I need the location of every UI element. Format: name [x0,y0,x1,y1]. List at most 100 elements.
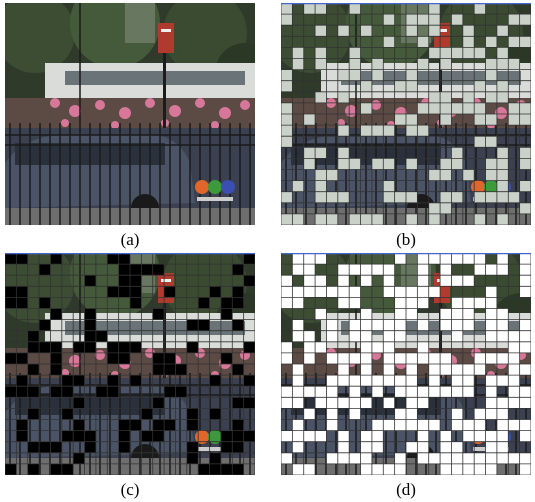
missing-block [292,214,303,225]
missing-block [440,453,451,464]
missing-block [395,331,406,342]
missing-block [417,14,428,25]
missing-block [153,431,164,442]
missing-block [486,92,497,103]
missing-block [85,309,96,320]
missing-block [349,320,360,331]
missing-block [417,442,428,453]
missing-block [406,125,417,136]
missing-block [463,309,474,320]
missing-block [39,320,50,331]
missing-block [187,320,198,331]
missing-block [338,147,349,158]
missing-block [349,264,360,275]
missing-block [429,203,440,214]
missing-block [281,192,292,203]
missing-block [5,297,16,308]
missing-block [16,286,27,297]
missing-block [361,309,372,320]
missing-block [395,464,406,475]
missing-block [406,353,417,364]
missing-block [406,364,417,375]
missing-block [338,264,349,275]
missing-block [281,125,292,136]
missing-block [198,320,209,331]
missing-block [508,420,519,431]
missing-block [372,264,383,275]
missing-block [338,353,349,364]
missing-block [520,464,531,475]
missing-block [221,464,232,475]
missing-block [50,464,61,475]
missing-block [520,36,531,47]
missing-block [281,3,292,14]
missing-block [451,375,462,386]
missing-block [463,431,474,442]
missing-block [326,420,337,431]
missing-block [73,453,84,464]
missing-block [315,397,326,408]
missing-block [315,214,326,225]
missing-block [474,464,485,475]
missing-block [304,147,315,158]
missing-block [474,214,485,225]
missing-block [292,59,303,70]
missing-block [520,286,531,297]
missing-block [96,331,107,342]
missing-block [463,47,474,58]
missing-block [50,442,61,453]
missing-block [361,264,372,275]
missing-block [372,386,383,397]
missing-block [463,420,474,431]
missing-block [221,431,232,442]
missing-block [395,253,406,264]
missing-block [474,253,485,264]
missing-block [508,353,519,364]
missing-block [383,36,394,47]
missing-block [451,320,462,331]
missing-block [153,264,164,275]
missing-block [62,408,73,419]
missing-block [486,464,497,475]
missing-block [383,158,394,169]
missing-block [474,103,485,114]
missing-block [429,92,440,103]
missing-block [315,181,326,192]
missing-block [508,331,519,342]
image-panel [271,0,535,225]
missing-block [292,297,303,308]
missing-block [372,464,383,475]
missing-block [486,264,497,275]
missing-block [361,464,372,475]
scene-image [271,0,535,225]
missing-block [315,59,326,70]
missing-block [417,264,428,275]
missing-block [497,47,508,58]
missing-block [292,386,303,397]
missing-block [73,375,84,386]
missing-block [440,253,451,264]
missing-block [474,353,485,364]
missing-block [73,397,84,408]
missing-block [107,342,118,353]
missing-block [281,297,292,308]
missing-block [486,353,497,364]
missing-block [187,342,198,353]
missing-block [349,59,360,70]
missing-block [451,158,462,169]
missing-block [232,397,243,408]
missing-block [440,92,451,103]
missing-block [497,420,508,431]
missing-block [474,431,485,442]
missing-block [16,375,27,386]
missing-block [463,464,474,475]
missing-block [187,420,198,431]
missing-block [361,375,372,386]
missing-block [304,286,315,297]
missing-block [349,453,360,464]
missing-block [175,386,186,397]
missing-block [474,192,485,203]
missing-block [406,70,417,81]
missing-block [406,25,417,36]
missing-block [119,264,130,275]
